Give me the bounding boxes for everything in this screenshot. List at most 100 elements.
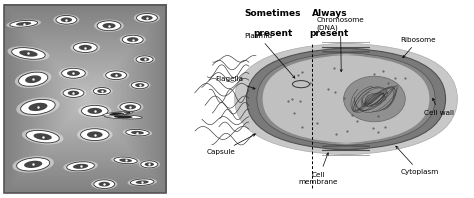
Text: Flagella: Flagella: [216, 76, 255, 89]
Ellipse shape: [131, 131, 144, 134]
Ellipse shape: [68, 91, 79, 95]
Ellipse shape: [136, 56, 153, 63]
Ellipse shape: [18, 72, 48, 86]
Ellipse shape: [125, 105, 136, 109]
Ellipse shape: [120, 103, 141, 111]
Ellipse shape: [125, 112, 131, 114]
Ellipse shape: [63, 89, 84, 97]
Ellipse shape: [140, 57, 149, 61]
Text: Ribosome: Ribosome: [401, 37, 436, 58]
Ellipse shape: [102, 112, 130, 116]
Ellipse shape: [64, 161, 98, 172]
Ellipse shape: [123, 129, 152, 137]
Text: Chromosome
(DNA): Chromosome (DNA): [317, 17, 365, 72]
Ellipse shape: [16, 22, 31, 26]
Ellipse shape: [71, 41, 100, 54]
Ellipse shape: [106, 71, 127, 80]
Ellipse shape: [73, 43, 97, 52]
FancyBboxPatch shape: [263, 54, 429, 144]
Ellipse shape: [12, 156, 54, 173]
Text: Cell wall: Cell wall: [424, 98, 454, 116]
Ellipse shape: [344, 76, 405, 122]
Text: Plasmid: Plasmid: [244, 33, 295, 78]
Ellipse shape: [19, 50, 37, 57]
Ellipse shape: [114, 115, 133, 118]
Ellipse shape: [28, 103, 47, 111]
Ellipse shape: [26, 130, 59, 143]
Ellipse shape: [21, 99, 55, 114]
Ellipse shape: [8, 46, 49, 61]
Ellipse shape: [73, 164, 88, 169]
Ellipse shape: [16, 97, 60, 116]
Text: Always: Always: [311, 9, 347, 18]
Ellipse shape: [25, 75, 41, 83]
Ellipse shape: [136, 180, 149, 184]
Ellipse shape: [94, 20, 124, 32]
Ellipse shape: [145, 162, 154, 166]
Ellipse shape: [111, 156, 140, 165]
Ellipse shape: [81, 129, 109, 141]
Ellipse shape: [104, 115, 142, 119]
Ellipse shape: [114, 157, 137, 164]
Text: Sometimes: Sometimes: [244, 9, 301, 18]
Ellipse shape: [88, 108, 102, 114]
Ellipse shape: [119, 159, 132, 162]
Ellipse shape: [93, 88, 110, 95]
Ellipse shape: [138, 160, 160, 169]
Ellipse shape: [97, 21, 121, 31]
FancyBboxPatch shape: [246, 48, 446, 150]
Ellipse shape: [67, 162, 94, 171]
Ellipse shape: [6, 19, 41, 28]
Text: Cytoplasm: Cytoplasm: [396, 146, 439, 175]
Ellipse shape: [137, 13, 157, 22]
Ellipse shape: [131, 82, 148, 89]
Ellipse shape: [129, 81, 150, 89]
Ellipse shape: [122, 35, 143, 44]
Ellipse shape: [87, 131, 102, 138]
Ellipse shape: [12, 48, 45, 59]
Ellipse shape: [34, 133, 52, 140]
Ellipse shape: [128, 178, 157, 186]
Ellipse shape: [15, 70, 52, 88]
Ellipse shape: [109, 112, 123, 115]
Ellipse shape: [118, 101, 143, 112]
Text: Capsule: Capsule: [206, 134, 255, 155]
Ellipse shape: [99, 182, 110, 187]
Ellipse shape: [62, 68, 85, 78]
Ellipse shape: [10, 20, 37, 27]
Ellipse shape: [82, 105, 108, 116]
Ellipse shape: [91, 179, 117, 190]
Text: Cell
membrane: Cell membrane: [299, 153, 338, 185]
Ellipse shape: [59, 67, 88, 79]
Ellipse shape: [110, 73, 122, 78]
Ellipse shape: [102, 23, 116, 29]
Ellipse shape: [17, 158, 50, 171]
Ellipse shape: [134, 55, 155, 64]
Ellipse shape: [134, 12, 160, 23]
Ellipse shape: [61, 17, 72, 22]
Ellipse shape: [56, 15, 77, 24]
Ellipse shape: [135, 83, 145, 87]
Ellipse shape: [123, 111, 133, 114]
Ellipse shape: [130, 179, 154, 185]
Ellipse shape: [94, 180, 115, 188]
Text: present: present: [253, 29, 292, 38]
Ellipse shape: [77, 127, 113, 142]
Ellipse shape: [78, 104, 111, 118]
Ellipse shape: [24, 161, 42, 168]
FancyBboxPatch shape: [257, 52, 435, 146]
Ellipse shape: [67, 70, 80, 76]
Ellipse shape: [103, 70, 129, 81]
Ellipse shape: [127, 37, 138, 42]
Text: present: present: [310, 29, 349, 38]
Ellipse shape: [119, 34, 146, 45]
Ellipse shape: [97, 89, 107, 93]
Ellipse shape: [79, 45, 92, 50]
Ellipse shape: [126, 129, 149, 136]
FancyBboxPatch shape: [235, 43, 457, 155]
Ellipse shape: [141, 15, 153, 20]
Ellipse shape: [22, 129, 64, 145]
Ellipse shape: [53, 14, 79, 25]
Ellipse shape: [61, 88, 86, 98]
Ellipse shape: [91, 87, 112, 95]
